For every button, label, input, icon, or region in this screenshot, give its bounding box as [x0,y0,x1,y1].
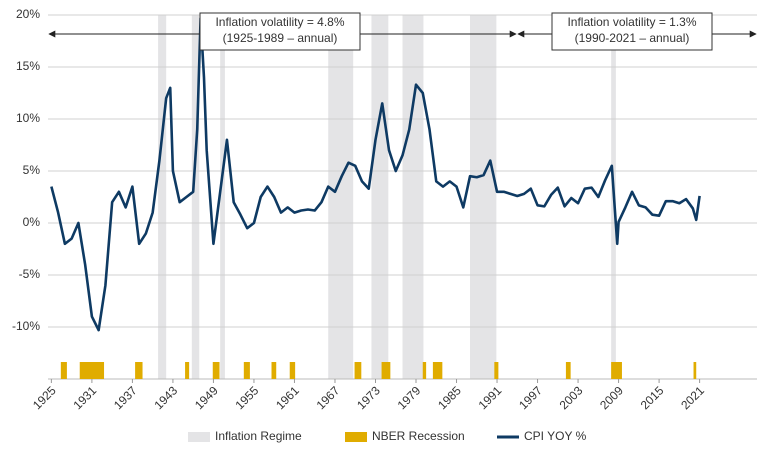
recession-bar [422,362,427,379]
x-tick-label: 1985 [435,383,464,412]
recession-bar [185,362,190,379]
x-tick-label: 1925 [30,383,59,412]
legend-label: Inflation Regime [215,429,302,443]
x-tick-label: 1991 [476,383,505,412]
recession-bar [135,362,143,379]
recession-bar [432,362,443,379]
inflation-regime [402,15,424,379]
annotation-text: (1990-2021 – annual) [575,31,690,45]
plot-layer [50,16,701,379]
x-tick-label: 1955 [233,383,262,412]
inflation-regime [158,15,167,379]
annotation-box [199,12,361,51]
recession-bar [271,362,277,379]
x-tick-label: 1973 [354,383,383,412]
inflation-regime [220,15,225,379]
x-tick-label: 1967 [314,383,343,412]
x-tick-label: 2009 [597,383,626,412]
legend-swatch [345,432,367,442]
inflation-regime [191,15,200,379]
y-tick-label: 20% [16,7,40,21]
x-tick-label: 1949 [192,383,221,412]
x-tick-label: 1931 [70,383,99,412]
annotation-text: Inflation volatility = 4.8% [215,15,344,29]
cpi-line [50,16,701,332]
y-tick-label: 15% [16,59,40,73]
annotation-text: Inflation volatility = 1.3% [567,15,696,29]
recession-bar [611,362,622,379]
legend-label: NBER Recession [372,429,465,443]
recession-bar [212,362,220,379]
y-tick-label: 10% [16,111,40,125]
recession-bar [693,362,697,379]
recession-bar [354,362,362,379]
x-tick-label: 2015 [638,383,667,412]
x-tick-label: 2021 [678,383,707,412]
inflation-regime [470,15,497,379]
x-tick-label: 2003 [557,383,586,412]
recession-bar [243,362,250,379]
x-tick-label: 1943 [152,383,181,412]
x-tick-label: 1961 [273,383,302,412]
y-tick-label: 5% [23,163,41,177]
grid-layer [48,14,757,383]
recession-bar [79,362,105,379]
y-tick-label: -10% [12,319,40,333]
inflation-regime [371,15,389,379]
inflation-regime [328,15,354,379]
annotation-text: (1925-1989 – annual) [223,31,338,45]
x-tick-label: 1937 [111,383,140,412]
regime-layer [158,15,616,379]
x-tick-label: 1979 [395,383,424,412]
annotation-box [551,12,713,51]
recession-bar [60,362,67,379]
recession-bar [565,362,571,379]
legend-swatch [188,432,210,442]
recession-bar [289,362,296,379]
y-tick-label: -5% [19,267,41,281]
legend-label: CPI YOY % [524,429,587,443]
x-tick-label: 1997 [516,383,545,412]
y-tick-label: 0% [23,215,41,229]
recession-bar [494,362,499,379]
recession-bar [381,362,391,379]
